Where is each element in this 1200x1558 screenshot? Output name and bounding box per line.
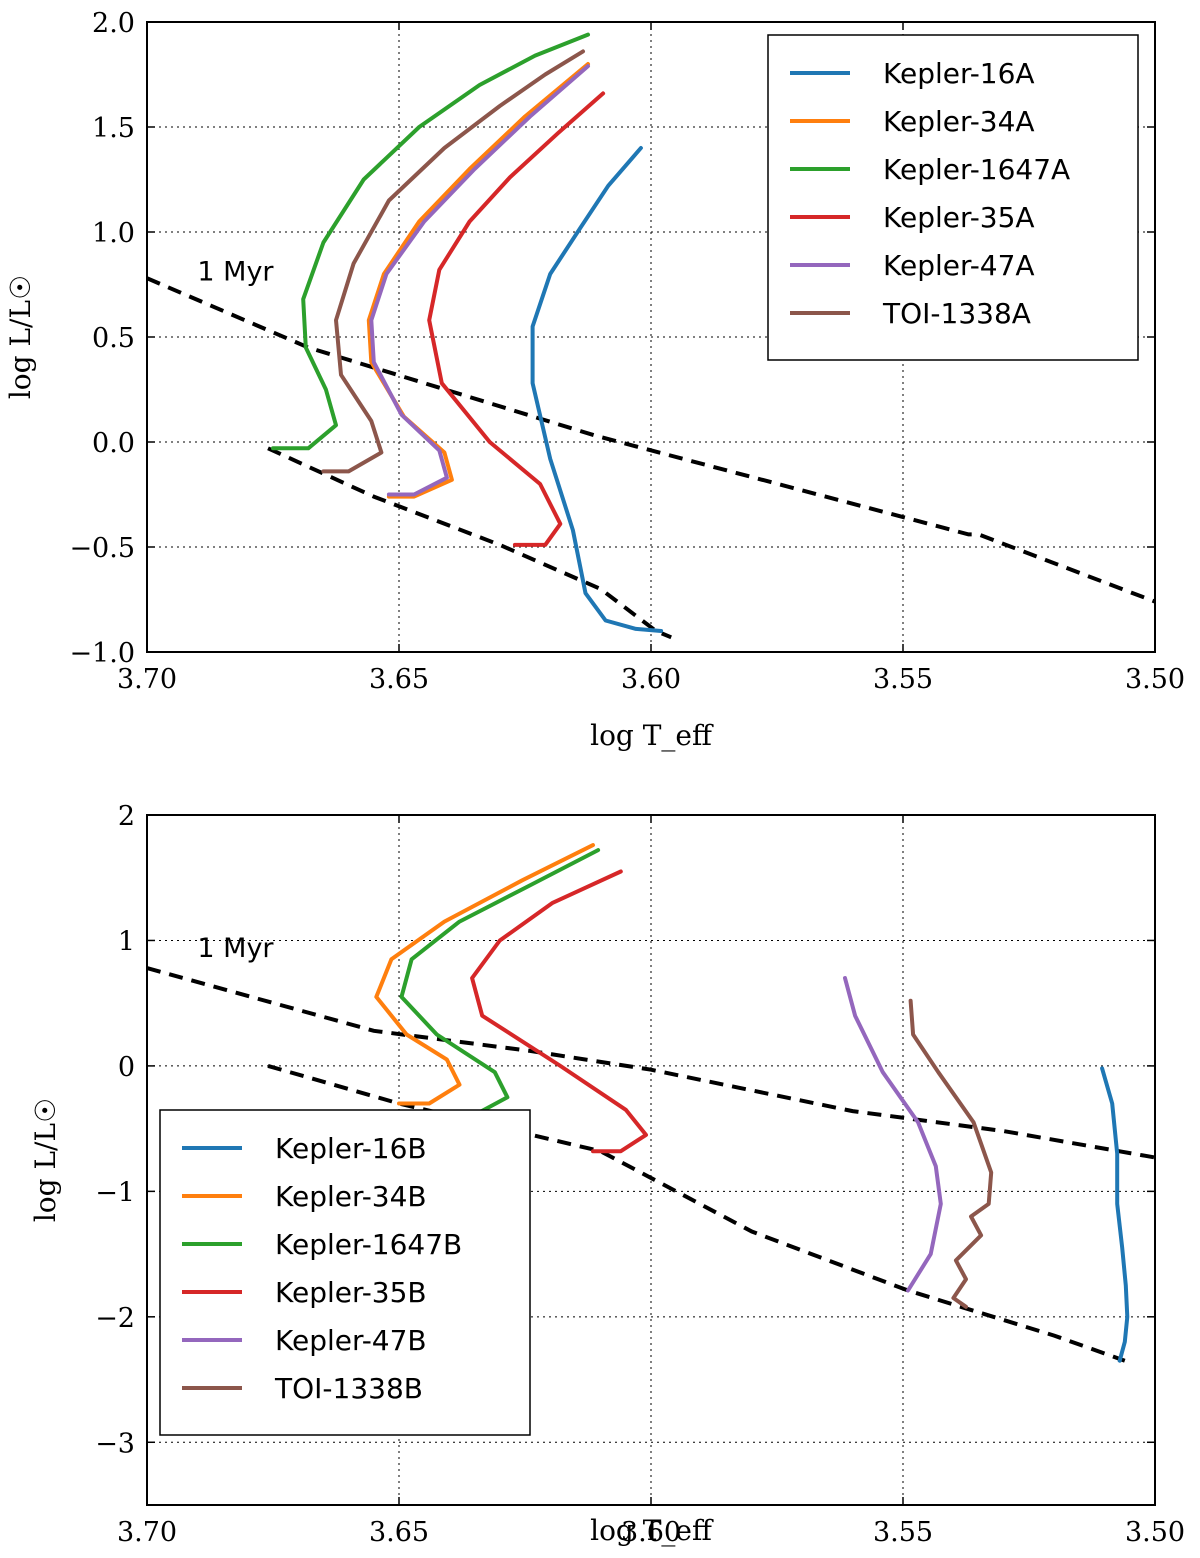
- x-tick-label: 3.50: [1125, 1517, 1185, 1548]
- chart-panel-1: 3.70 3.65 3.60 3.55 3.50 −1.0 −0.5 0.0 0.5 1.0 1.5…: [4, 8, 1185, 752]
- y-axis-label: log L/L☉: [4, 275, 37, 399]
- y-tick-label: 0.5: [92, 323, 135, 354]
- x-tick-label: 3.65: [369, 1517, 429, 1548]
- series-line-kepler-35b: [470, 869, 648, 1154]
- series-line-kepler-16a: [530, 146, 664, 633]
- y-tick-label: −1: [95, 1177, 135, 1208]
- legend-label: Kepler-16B: [275, 1132, 427, 1165]
- x-tick-label: 3.50: [1125, 664, 1185, 695]
- plot-area: [147, 32, 1155, 640]
- series-line-kepler-34b: [374, 843, 595, 1106]
- series-line-kepler-1647a: [271, 32, 590, 451]
- isochrone-line-2: [267, 446, 672, 640]
- legend-label: Kepler-47A: [883, 249, 1035, 282]
- chart-panel-2: 3.70 3.65 3.60 3.55 3.50 −3 −2 −1 0 1 2 log T_eff lo…: [29, 801, 1185, 1548]
- x-tick-label: 3.55: [873, 1517, 933, 1548]
- y-tick-label: 1: [118, 926, 135, 957]
- legend-box: [159, 1109, 531, 1436]
- legend-label: Kepler-16A: [883, 57, 1035, 90]
- legend-label: TOI-1338A: [882, 297, 1031, 330]
- x-axis-label: log T_eff: [590, 1514, 714, 1547]
- isochrone-annotation: 1 Myr: [197, 933, 274, 964]
- x-axis-label: log T_eff: [590, 719, 714, 752]
- y-axis-label: log L/L☉: [29, 1098, 62, 1222]
- series-line-kepler-1647b: [399, 848, 601, 1115]
- series-line-kepler-16b: [1100, 1066, 1130, 1363]
- x-tick-label: 3.60: [621, 664, 681, 695]
- isochrone-line-2: [267, 1063, 1126, 1363]
- legend: Kepler-16A Kepler-34A Kepler-1647A Kepler-3…: [767, 34, 1139, 361]
- series-line-kepler-47b: [843, 976, 943, 1293]
- x-tick-label: 3.60: [621, 1517, 681, 1548]
- legend-label: Kepler-1647A: [883, 153, 1070, 186]
- isochrone-annotation: 1 Myr: [197, 256, 274, 287]
- plot-area: [147, 843, 1155, 1363]
- series-line-kepler-34a: [366, 62, 590, 499]
- isochrone-line-1: [147, 966, 1155, 1160]
- y-tick-label: −1.0: [69, 638, 135, 669]
- y-tick-label: 0.0: [92, 428, 135, 459]
- y-tick-label: −0.5: [69, 533, 135, 564]
- y-tick-label: 2.0: [92, 8, 135, 39]
- x-tick-label: 3.65: [369, 664, 429, 695]
- x-tick-label: 3.70: [117, 664, 177, 695]
- y-tick-label: 0: [118, 1052, 135, 1083]
- y-tick-label: 2: [118, 801, 135, 832]
- y-tick-label: −3: [95, 1428, 135, 1459]
- series-line-toi-1338a: [321, 49, 585, 474]
- y-tick-label: 1.5: [92, 113, 135, 144]
- x-tick-label: 3.70: [117, 1517, 177, 1548]
- legend-box: [767, 34, 1139, 361]
- legend-label: Kepler-34B: [275, 1180, 427, 1213]
- series-line-kepler-47a: [369, 64, 590, 497]
- y-tick-label: 1.0: [92, 218, 135, 249]
- legend-label: Kepler-47B: [275, 1324, 427, 1357]
- legend-label: Kepler-35A: [883, 201, 1035, 234]
- y-tick-label: −2: [95, 1303, 135, 1334]
- legend-label: Kepler-34A: [883, 105, 1035, 138]
- x-tick-label: 3.55: [873, 664, 933, 695]
- legend: Kepler-16B Kepler-34B Kepler-1647B Kepler-3…: [159, 1109, 531, 1436]
- legend-label: Kepler-35B: [275, 1276, 427, 1309]
- series-line-toi-1338b: [908, 998, 994, 1309]
- series-line-kepler-35a: [427, 91, 606, 547]
- isochrone-line-1: [147, 276, 1155, 604]
- legend-label: TOI-1338B: [274, 1372, 423, 1405]
- legend-label: Kepler-1647B: [275, 1228, 462, 1261]
